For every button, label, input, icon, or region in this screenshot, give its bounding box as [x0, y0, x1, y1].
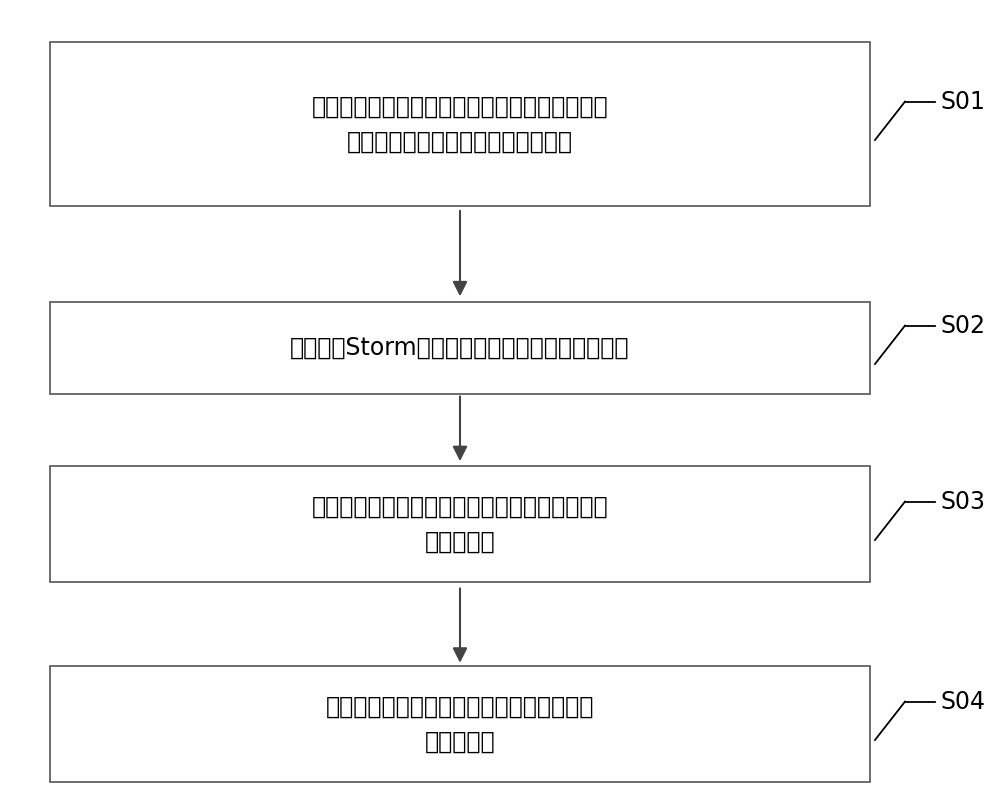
Text: S03: S03	[940, 490, 985, 514]
Text: 汇总配电终端、故障指示器、智能电表等采集数
据，获取配电网配电网海量实时数据: 汇总配电终端、故障指示器、智能电表等采集数 据，获取配电网配电网海量实时数据	[312, 94, 608, 154]
Bar	[50, 666, 870, 782]
Bar	[50, 42, 870, 206]
Text: S01: S01	[940, 90, 985, 114]
Text: 建立基于Storm集群的配电网实时流数据分析平台: 建立基于Storm集群的配电网实时流数据分析平台	[290, 336, 630, 360]
Text: 设计融合多种单相接地故障定位技术的流数据处
理拓扑结构: 设计融合多种单相接地故障定位技术的流数据处 理拓扑结构	[312, 494, 608, 554]
Text: S04: S04	[940, 690, 985, 714]
Text: 根据不同单相接地故障定位技术的判据输出
并存储结果: 根据不同单相接地故障定位技术的判据输出 并存储结果	[326, 694, 594, 754]
Bar	[50, 466, 870, 582]
Bar	[50, 302, 870, 394]
Text: S02: S02	[940, 314, 985, 338]
